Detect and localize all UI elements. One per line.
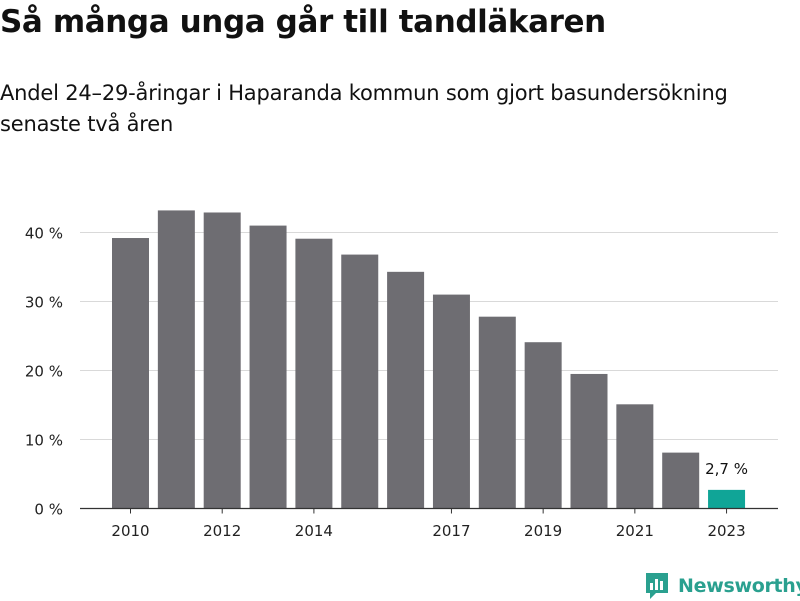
bar-2017 bbox=[432, 294, 470, 509]
bar-2014 bbox=[295, 238, 333, 509]
y-tick-label: 10 % bbox=[25, 432, 63, 450]
bar-2020 bbox=[570, 373, 608, 509]
y-tick-label: 0 % bbox=[34, 501, 63, 519]
x-tick-label: 2012 bbox=[203, 522, 241, 540]
chart-subtitle: Andel 24–29-åringar i Haparanda kommun s… bbox=[0, 81, 728, 136]
y-tick-label: 20 % bbox=[25, 363, 63, 381]
bar-2019 bbox=[524, 342, 562, 509]
newsworthy-logo: Newsworthy bbox=[644, 571, 800, 601]
bar-2022 bbox=[662, 452, 700, 509]
x-tick-label: 2017 bbox=[432, 522, 470, 540]
bar-2018 bbox=[478, 316, 516, 509]
y-tick-label: 30 % bbox=[25, 294, 63, 312]
chart-title: Så många unga går till tandläkaren bbox=[0, 4, 606, 40]
newsworthy-chart-icon bbox=[646, 573, 668, 599]
bar-2021 bbox=[616, 404, 654, 509]
bar-2015 bbox=[341, 254, 379, 509]
x-tick-label: 2014 bbox=[295, 522, 333, 540]
bar-2010 bbox=[112, 238, 149, 509]
x-tick-label: 2021 bbox=[616, 522, 654, 540]
bar-2011 bbox=[157, 210, 195, 509]
x-tick-label: 2010 bbox=[111, 522, 149, 540]
y-tick-label: 40 % bbox=[25, 225, 63, 243]
brand-name: Newsworthy bbox=[678, 575, 800, 597]
x-tick-label: 2023 bbox=[707, 522, 745, 540]
bar-2016 bbox=[387, 271, 425, 509]
data-label: 2,7 % bbox=[705, 460, 748, 478]
bar-2012 bbox=[203, 212, 241, 509]
bar-2013 bbox=[249, 225, 287, 509]
bar-2023 bbox=[708, 489, 746, 509]
x-tick-label: 2019 bbox=[524, 522, 562, 540]
